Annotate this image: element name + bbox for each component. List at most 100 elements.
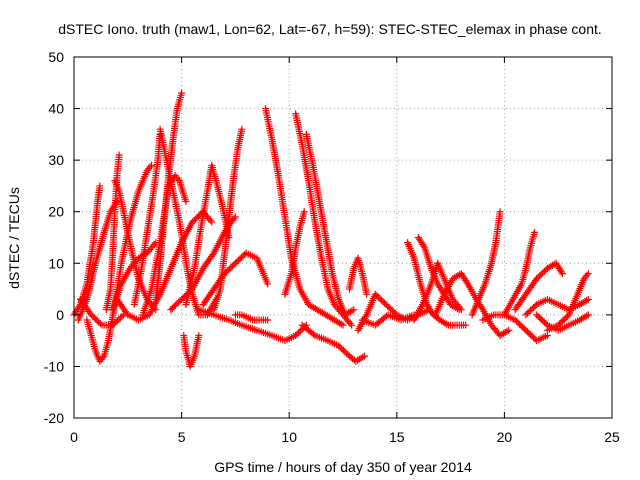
plus-marker <box>182 197 190 205</box>
plus-marker <box>530 334 538 342</box>
plus-marker <box>96 320 104 328</box>
plus-marker <box>540 318 548 326</box>
plus-marker <box>523 328 531 336</box>
plus-marker <box>533 311 541 319</box>
plus-marker <box>387 305 395 313</box>
plus-marker <box>379 298 387 306</box>
plus-marker <box>181 292 189 300</box>
plus-marker <box>381 299 389 307</box>
x-tick-label: 20 <box>497 429 513 445</box>
plus-marker <box>336 343 344 351</box>
plus-marker <box>113 197 121 205</box>
plus-marker <box>115 151 123 159</box>
plus-marker <box>300 208 308 216</box>
plus-marker <box>562 314 570 322</box>
plus-marker <box>168 304 176 312</box>
plus-marker <box>206 216 214 224</box>
x-tick-label: 5 <box>178 429 186 445</box>
y-tick-label: 20 <box>48 204 64 220</box>
plus-marker <box>520 325 528 333</box>
plus-marker <box>348 321 356 329</box>
plus-marker <box>523 309 531 317</box>
plus-marker <box>539 317 547 325</box>
plus-marker <box>542 320 550 328</box>
plus-marker <box>342 349 350 357</box>
plus-marker <box>517 322 525 330</box>
chart-title: dSTEC Iono. truth (maw1, Lon=62, Lat=-67… <box>58 21 602 37</box>
plus-marker <box>514 319 522 327</box>
plus-marker <box>99 354 107 362</box>
plus-marker <box>178 295 186 303</box>
plus-marker <box>537 270 545 278</box>
plus-marker <box>178 89 186 97</box>
plot-frame <box>73 56 613 419</box>
plus-marker <box>511 316 519 324</box>
x-tick-label: 25 <box>604 429 620 445</box>
plus-marker <box>443 320 451 328</box>
plus-marker <box>390 308 398 316</box>
plus-marker <box>536 272 544 280</box>
data-arc <box>298 321 369 365</box>
plus-marker <box>583 312 591 320</box>
plus-marker <box>348 307 356 315</box>
plus-marker <box>519 323 527 331</box>
plus-marker <box>146 163 154 171</box>
plus-marker <box>264 316 272 324</box>
plus-marker <box>536 314 544 322</box>
plus-marker <box>173 300 181 308</box>
plus-marker <box>531 302 539 310</box>
plus-marker <box>110 320 118 328</box>
plus-marker <box>359 353 367 361</box>
plus-marker <box>115 315 123 323</box>
x-axis-label: GPS time / hours of day 350 of year 2014 <box>214 459 472 475</box>
plus-marker <box>377 296 385 304</box>
data-arc <box>511 259 567 314</box>
plus-marker <box>463 278 471 286</box>
plus-marker <box>191 215 199 223</box>
plus-marker <box>528 305 536 313</box>
y-tick-label: 40 <box>48 101 64 117</box>
plus-marker <box>525 308 533 316</box>
plus-marker <box>557 318 565 326</box>
plus-marker <box>231 213 239 221</box>
plus-marker <box>584 295 592 303</box>
plus-marker <box>95 318 103 326</box>
plus-marker <box>296 327 304 335</box>
plus-marker <box>528 332 536 340</box>
data-arc <box>262 105 347 329</box>
plus-marker <box>346 319 354 327</box>
plus-marker <box>556 320 564 328</box>
plus-marker <box>534 312 542 320</box>
plus-marker <box>584 270 592 278</box>
plus-marker <box>376 295 384 303</box>
plus-marker <box>179 294 187 302</box>
plus-marker <box>116 314 124 322</box>
data-arc <box>130 130 164 309</box>
data-arc <box>522 295 592 319</box>
plus-marker <box>382 301 390 309</box>
plus-marker <box>371 290 379 298</box>
data-arc <box>195 306 310 345</box>
plus-marker <box>527 331 535 339</box>
plus-marker <box>184 289 192 297</box>
plus-marker <box>113 317 121 325</box>
plus-marker <box>87 311 95 319</box>
x-tick-label: 15 <box>389 429 405 445</box>
plus-marker <box>238 125 246 133</box>
plus-marker <box>264 280 272 288</box>
plus-marker <box>182 291 190 299</box>
plus-marker <box>171 301 179 309</box>
plus-marker <box>559 317 567 325</box>
data-arc <box>139 172 190 319</box>
plus-marker <box>175 298 183 306</box>
plus-marker <box>90 314 98 322</box>
plus-marker <box>293 330 301 338</box>
plus-marker <box>185 288 193 296</box>
plus-marker <box>522 326 530 334</box>
plus-marker <box>339 346 347 354</box>
plus-marker <box>221 270 229 278</box>
data-arc <box>404 239 470 329</box>
plus-marker <box>228 262 236 270</box>
y-tick-label: -20 <box>44 410 64 426</box>
y-tick-labels: -20 -10 0 10 20 30 40 50 <box>44 49 64 426</box>
